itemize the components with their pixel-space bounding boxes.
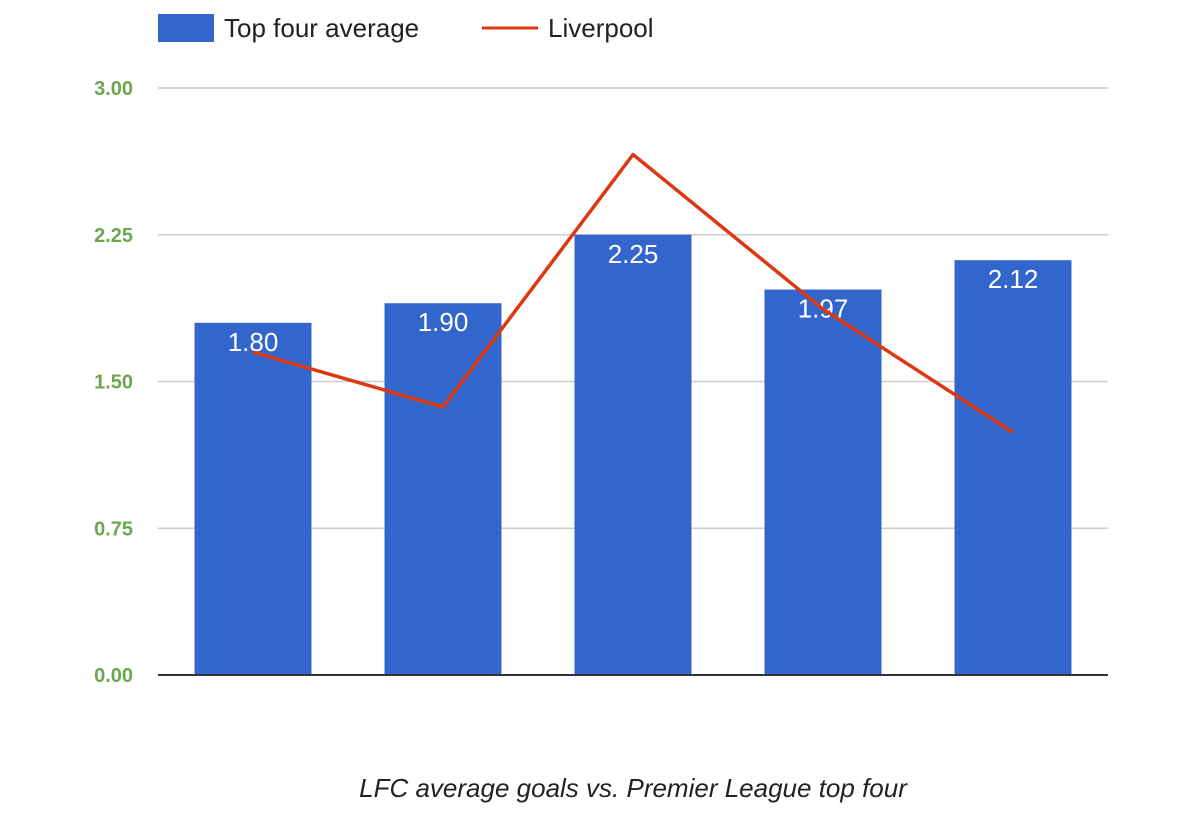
y-tick-label: 0.75 xyxy=(94,518,133,540)
bars xyxy=(194,234,1072,675)
y-tick-label: 3.00 xyxy=(94,78,133,100)
liverpool-line xyxy=(252,152,1014,434)
bar-data-label: 2.25 xyxy=(608,239,659,269)
y-tick-label: 1.50 xyxy=(94,372,133,394)
bar xyxy=(194,322,312,675)
y-tick-labels: 0.00 0.75 1.50 2.25 3.00 xyxy=(94,78,133,687)
legend-bar-swatch xyxy=(158,14,214,42)
chart-title: LFC average goals vs. Premier League top… xyxy=(359,773,908,803)
bar-data-label: 1.80 xyxy=(228,327,279,357)
bar xyxy=(954,260,1072,675)
bar-data-label: 2.12 xyxy=(988,264,1039,294)
legend-line-label: Liverpool xyxy=(548,13,654,43)
bar xyxy=(574,234,692,675)
bar xyxy=(384,303,502,675)
legend-bar-label: Top four average xyxy=(224,13,419,43)
line-series xyxy=(252,152,1014,434)
legend: Top four average Liverpool xyxy=(158,13,654,43)
y-tick-label: 0.00 xyxy=(94,665,133,687)
y-tick-label: 2.25 xyxy=(94,225,133,247)
bar-labels: 1.801.902.251.972.12 xyxy=(228,239,1039,357)
bar-data-label: 1.90 xyxy=(418,307,469,337)
bar xyxy=(764,289,882,675)
